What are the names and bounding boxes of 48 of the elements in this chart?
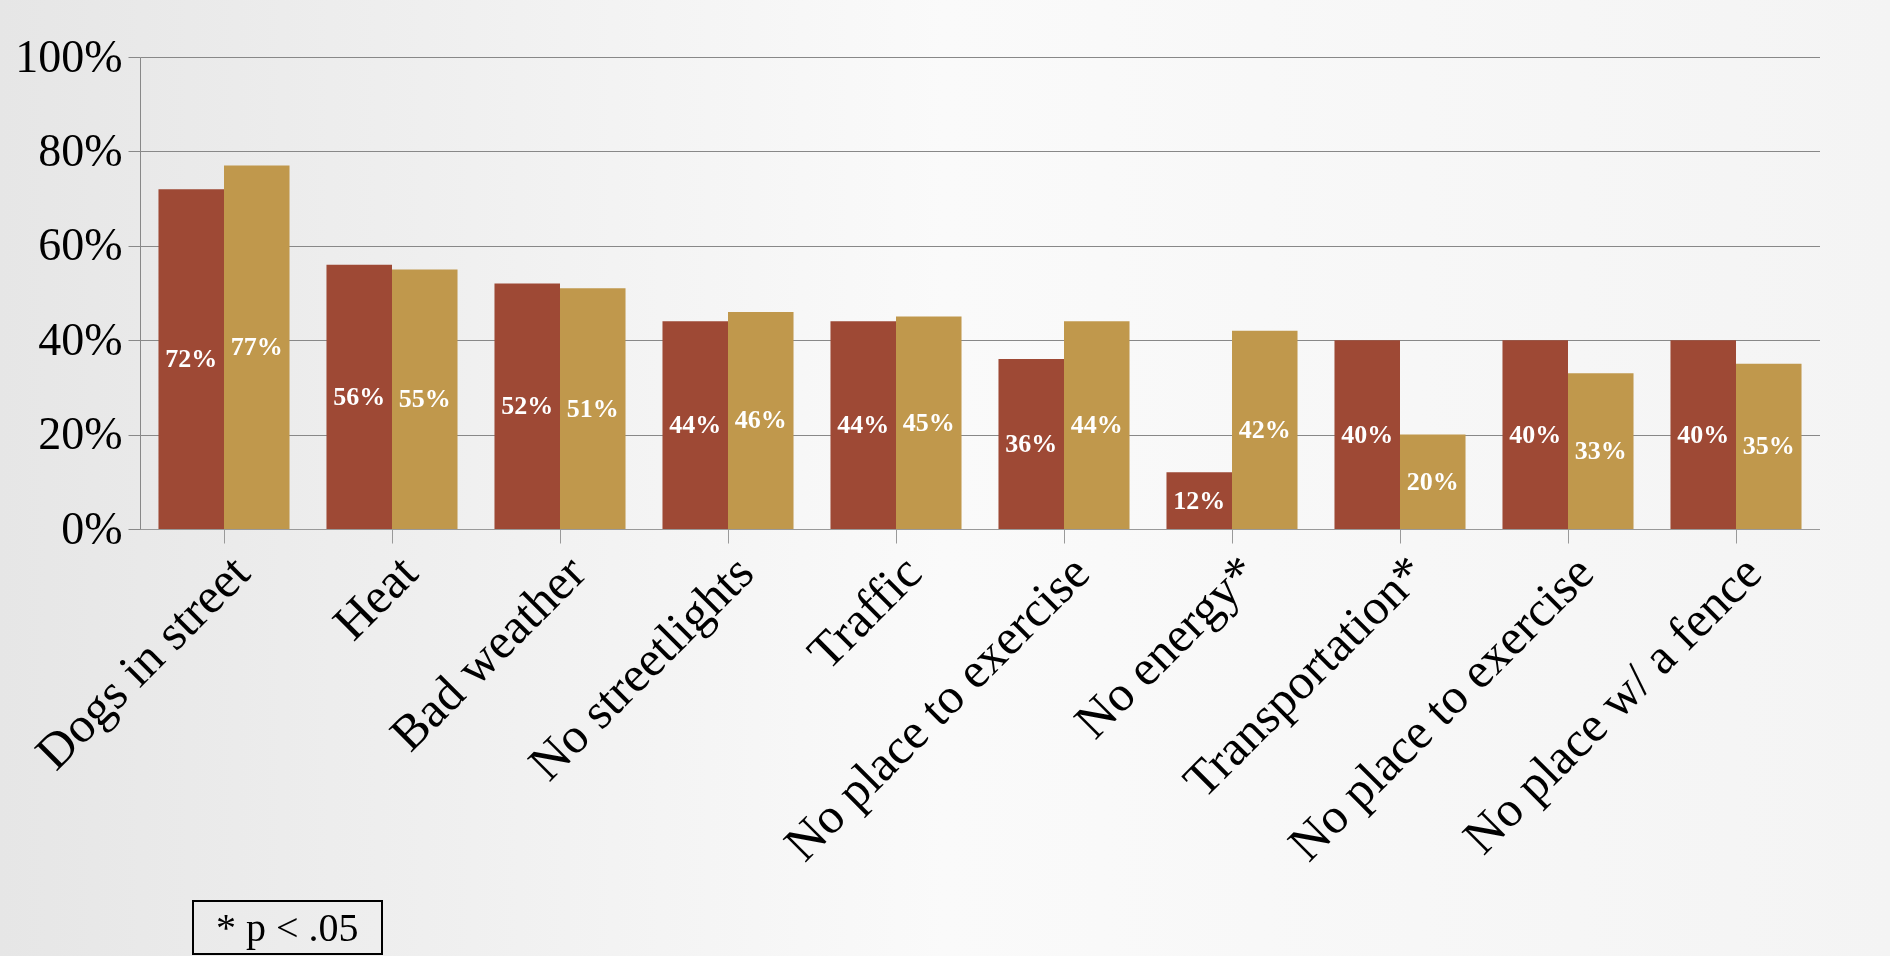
- data-label: 52%: [501, 391, 554, 421]
- bar: [1166, 472, 1232, 529]
- bar: [1568, 373, 1634, 529]
- data-label: 77%: [230, 332, 283, 362]
- data-label: 45%: [902, 407, 955, 437]
- data-label: 40%: [1509, 419, 1562, 449]
- data-label: 35%: [1742, 431, 1795, 461]
- data-label: 40%: [1677, 419, 1730, 449]
- y-tick-label: 40%: [38, 313, 123, 365]
- bar: [896, 316, 962, 529]
- bar: [326, 264, 392, 529]
- y-tick-label: 0%: [61, 502, 123, 554]
- bar: [158, 189, 224, 529]
- bar: [662, 321, 728, 529]
- bar: [728, 311, 794, 529]
- data-label: 72%: [165, 344, 218, 374]
- data-label: 36%: [1005, 429, 1058, 459]
- data-label: 55%: [398, 384, 451, 414]
- bar: [1064, 321, 1130, 529]
- bar: [1736, 363, 1802, 529]
- bar: [1670, 340, 1736, 529]
- bar: [392, 269, 458, 529]
- bar: [1334, 340, 1400, 529]
- data-label: 44%: [1070, 410, 1123, 440]
- text: * p < .05: [192, 900, 383, 955]
- bar: [1400, 434, 1466, 529]
- data-label: 12%: [1173, 485, 1226, 515]
- data-label: 44%: [669, 410, 722, 440]
- bar: [830, 321, 896, 529]
- y-tick-label: 20%: [38, 408, 123, 460]
- data-label: 40%: [1341, 419, 1394, 449]
- bar: [224, 165, 290, 529]
- data-label: 33%: [1574, 436, 1627, 466]
- x-tick-label: Heat: [321, 543, 429, 651]
- data-label: 20%: [1406, 466, 1459, 496]
- bar: [494, 283, 560, 529]
- data-label: 44%: [837, 410, 890, 440]
- data-label: 42%: [1238, 414, 1291, 444]
- bar: [1232, 330, 1298, 529]
- bar: [998, 359, 1064, 529]
- y-tick-label: 100%: [15, 30, 123, 82]
- y-tick-label: 60%: [38, 219, 123, 271]
- bar: [1502, 340, 1568, 529]
- data-label: 56%: [333, 381, 386, 411]
- y-tick-label: 80%: [38, 124, 123, 176]
- bar: [560, 288, 626, 529]
- data-label: 46%: [734, 405, 787, 435]
- data-label: 51%: [566, 393, 619, 423]
